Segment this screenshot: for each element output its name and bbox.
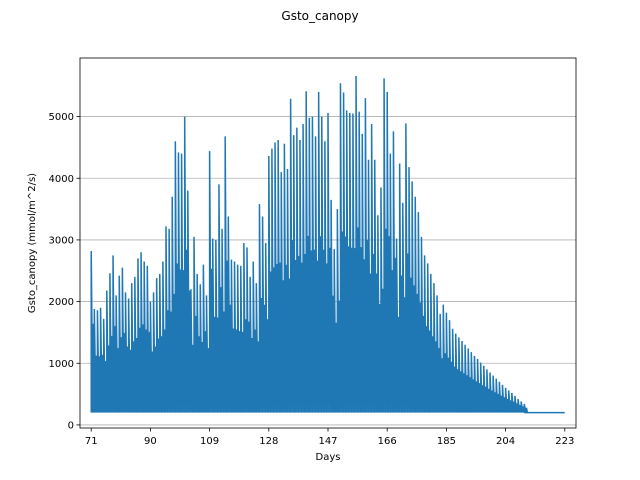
y-axis-ticks: 0 1000 2000 3000 4000 5000 [49, 112, 80, 431]
y-tick-label: 3000 [49, 235, 74, 246]
y-tick-label: 0 [68, 420, 74, 431]
x-axis-label: Days [316, 452, 341, 463]
plot-area [90, 75, 565, 414]
series-line [90, 75, 565, 414]
x-tick-label: 147 [318, 436, 337, 447]
x-tick-label: 71 [85, 436, 98, 447]
x-tick-label: 90 [144, 436, 157, 447]
x-tick-label: 204 [496, 436, 515, 447]
chart-title: Gsto_canopy [281, 9, 358, 23]
x-tick-label: 128 [259, 436, 278, 447]
x-tick-label: 185 [437, 436, 456, 447]
y-tick-label: 5000 [49, 112, 74, 123]
y-axis-label: Gsto_canopy (mmol/m^2/s) [27, 173, 38, 313]
x-tick-label: 109 [200, 436, 219, 447]
y-tick-label: 2000 [49, 297, 74, 308]
x-tick-label: 166 [378, 436, 397, 447]
y-tick-label: 1000 [49, 359, 74, 370]
y-tick-label: 4000 [49, 174, 74, 185]
x-tick-label: 223 [555, 436, 574, 447]
x-axis-ticks: 71 90 109 128 147 166 185 204 223 [85, 428, 574, 447]
